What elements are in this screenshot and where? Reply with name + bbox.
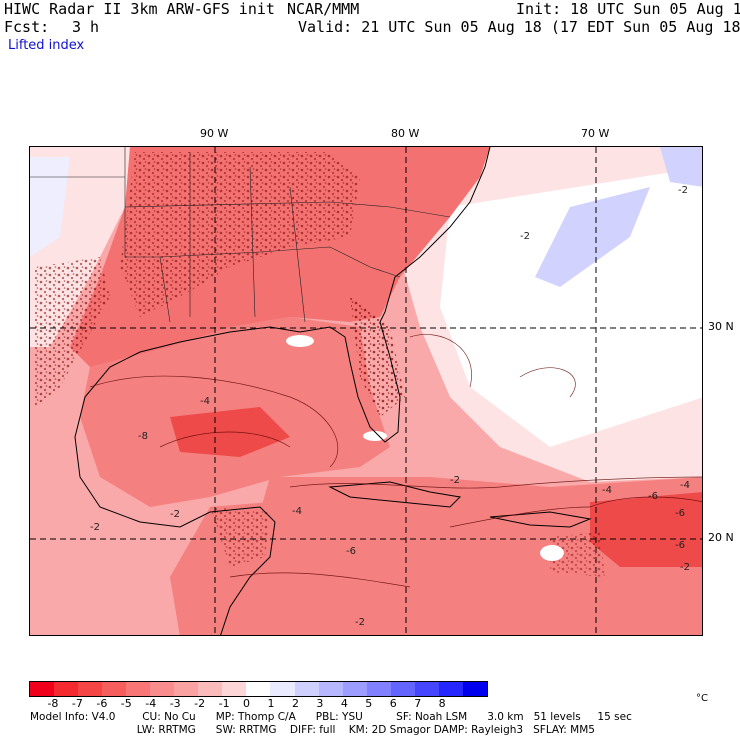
contour-label: -2 (90, 522, 100, 533)
colorbar-tick-label: -2 (194, 697, 206, 710)
contour-label: -6 (346, 546, 356, 557)
init-time: Init: 18 UTC Sun 05 Aug 18 (516, 0, 740, 18)
contour-label: -2 (520, 231, 530, 242)
contour-label-group: -2 -2 -2 -4 -4 -6 -6 -6 -8 -2 -4 -6 -2 -… (90, 185, 690, 628)
lifted-index-map: -2 -2 -2 -4 -4 -6 -6 -6 -8 -2 -4 -6 -2 -… (29, 146, 703, 636)
lon-label-90w: 90 W (200, 127, 229, 140)
colorbar-tick-label: 5 (365, 697, 373, 710)
contour-label: -4 (602, 485, 612, 496)
colorbar-tick-label: 1 (267, 697, 275, 710)
colorbar-swatch (198, 682, 223, 696)
colorbar-swatch (102, 682, 127, 696)
colorbar-swatch (30, 682, 55, 696)
contour-label: -4 (680, 480, 690, 491)
colorbar-tick-label: -4 (145, 697, 157, 710)
lat-label-30n: 30 N (708, 320, 734, 333)
contour-label: -2 (678, 185, 688, 196)
clear-spot-1 (286, 335, 314, 347)
colorbar-tick-label: 6 (389, 697, 397, 710)
lon-label-70w: 70 W (581, 127, 610, 140)
storm-cells-florida (350, 297, 405, 417)
colorbar-swatch (150, 682, 175, 696)
storm-cells-se (120, 152, 360, 317)
contour-label: -8 (138, 431, 148, 442)
valid-time: Valid: 21 UTC Sun 05 Aug 18 (17 EDT Sun … (298, 18, 740, 36)
model-title: HIWC Radar II 3km ARW-GFS init (4, 0, 275, 18)
colorbar-tick-label: 0 (243, 697, 251, 710)
colorbar-tick-label: 4 (340, 697, 348, 710)
colorbar-tick-label: -3 (169, 697, 181, 710)
colorbar-tick-label: -1 (218, 697, 230, 710)
contour-label: -6 (675, 508, 685, 519)
colorbar-swatch (174, 682, 199, 696)
contour-label: -4 (292, 506, 302, 517)
colorbar-swatch (342, 682, 367, 696)
field-positive-blue (535, 187, 650, 287)
colorbar-swatch (366, 682, 391, 696)
lat-label-20n: 20 N (708, 531, 734, 544)
colorbar-tick-label: -7 (71, 697, 83, 710)
contour-label: -2 (170, 509, 180, 520)
contours (89, 334, 702, 588)
forecast-hour: 3 h (72, 18, 100, 36)
field-positive-blue-ne (660, 147, 702, 187)
contour-label: -6 (648, 491, 658, 502)
model-info-line2: LW: RRTMG SW: RRTMG DIFF: full KM: 2D Sm… (30, 724, 595, 736)
field-name: Lifted index (8, 38, 85, 53)
colorbar-unit: °C (696, 693, 708, 704)
center-label: NCAR/MMM (287, 0, 360, 18)
colorbar-tick-label: 3 (316, 697, 324, 710)
colorbar-swatch (54, 682, 79, 696)
colorbar-swatch (414, 682, 439, 696)
field-neutral-atlantic (440, 167, 702, 447)
coastlines (74, 147, 592, 635)
lon-label-80w: 80 W (391, 127, 420, 140)
colorbar-swatch (126, 682, 151, 696)
forecast-label: Fcst: (4, 18, 50, 36)
storm-cells-texas (35, 257, 110, 407)
colorbar-tick-label: 2 (291, 697, 299, 710)
colorbar-swatch (318, 682, 343, 696)
colorbar-tick-label: -5 (120, 697, 132, 710)
contour-label: -4 (200, 396, 210, 407)
colorbar-swatch (246, 682, 271, 696)
field-caribbean (230, 477, 702, 635)
storm-cells-hispaniola (550, 532, 605, 577)
clear-spot-3 (540, 545, 564, 561)
field-neutral-plains (30, 157, 70, 257)
contour-label: -2 (680, 562, 690, 573)
colorbar-swatch (270, 682, 295, 696)
map-canvas: -2 -2 -2 -4 -4 -6 -6 -6 -8 -2 -4 -6 -2 -… (30, 147, 702, 635)
colorbar-swatch (294, 682, 319, 696)
contour-label: -2 (450, 475, 460, 486)
colorbar-swatch (222, 682, 247, 696)
model-info-line1: Model Info: V4.0 CU: No Cu MP: Thomp C/A… (30, 711, 632, 723)
colorbar-tick-label: -6 (96, 697, 108, 710)
colorbar-swatch (78, 682, 103, 696)
field-caribbean-core (590, 492, 702, 567)
colorbar-tick-label: 8 (438, 697, 446, 710)
lat-lon-grid (30, 147, 702, 635)
colorbar-swatch (390, 682, 415, 696)
colorbar-tick-label: 7 (414, 697, 422, 710)
colorbar (29, 681, 488, 697)
state-borders (30, 147, 451, 323)
colorbar-tick-label: -8 (47, 697, 59, 710)
contour-label: -2 (355, 617, 365, 628)
colorbar-swatch (462, 682, 487, 696)
storm-cells-yucatan (210, 507, 270, 567)
colorbar-swatch (438, 682, 463, 696)
contour-label: -6 (675, 540, 685, 551)
